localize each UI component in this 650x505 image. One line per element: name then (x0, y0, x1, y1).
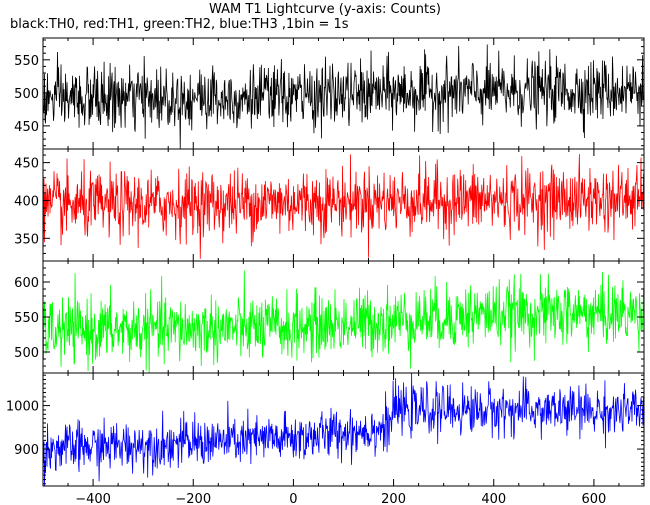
series-line-th1 (43, 154, 644, 259)
y-tick-label: 550 (14, 311, 39, 326)
x-tick-label: −200 (175, 492, 211, 505)
y-tick-label: 350 (14, 232, 39, 247)
x-axis: −400 −200 0 200 400 600 (75, 492, 606, 505)
y-tick-label: 400 (14, 194, 39, 209)
y-tick-label: 900 (14, 443, 39, 458)
chart-subtitle: black:TH0, red:TH1, green:TH2, blue:TH3 … (10, 17, 349, 32)
x-tick-label: 200 (381, 492, 406, 505)
x-tick-label: 0 (289, 492, 297, 505)
series-line-th0 (43, 44, 644, 149)
y-tick-label: 450 (14, 120, 39, 135)
panel-frame (42, 372, 645, 487)
y-tick-label: 450 (14, 157, 39, 172)
y-tick-label: 550 (14, 54, 39, 69)
panel-th0: 450 500 550 (14, 37, 645, 150)
panel-th3: 900 1000 (6, 372, 645, 487)
y-tick-label: 500 (14, 87, 39, 102)
y-tick-label: 1000 (6, 400, 39, 415)
panel-th2: 500 550 600 (14, 260, 645, 374)
x-tick-label: 600 (582, 492, 607, 505)
series-line-th3 (43, 373, 644, 486)
x-tick-label: −400 (75, 492, 111, 505)
chart-title: WAM T1 Lightcurve (y-axis: Counts) (209, 2, 441, 17)
series-line-th2 (43, 270, 644, 373)
panel-th1: 350 400 450 (14, 148, 645, 262)
x-tick-label: 400 (481, 492, 506, 505)
y-tick-label: 500 (14, 346, 39, 361)
y-tick-label: 600 (14, 276, 39, 291)
